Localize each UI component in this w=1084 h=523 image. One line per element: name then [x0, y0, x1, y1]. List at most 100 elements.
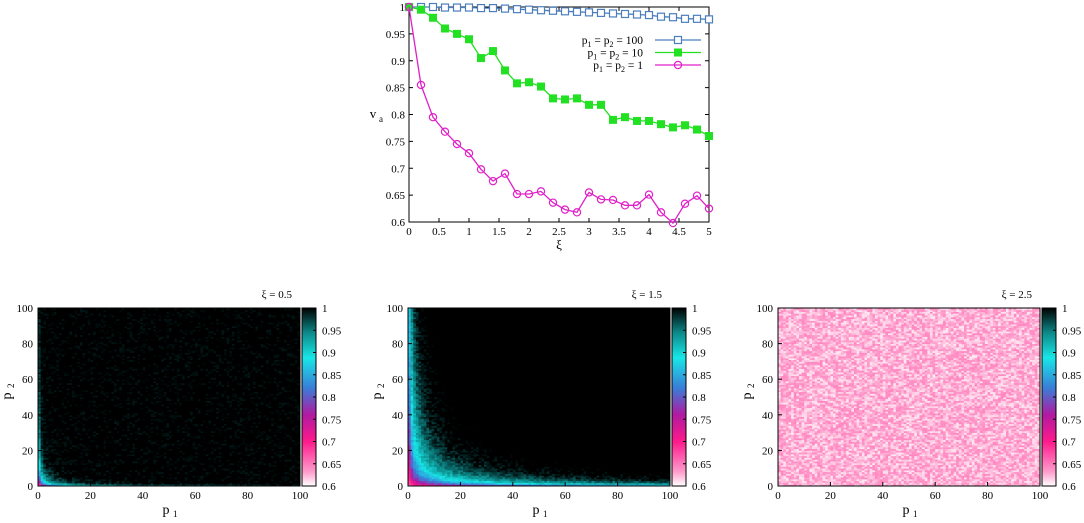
data-point [598, 101, 605, 108]
y-tick-label: 80 [762, 339, 774, 351]
colorbar-tick-label: 0.75 [322, 414, 342, 426]
data-point [682, 122, 689, 129]
data-point [490, 5, 497, 12]
data-point [514, 6, 521, 13]
legend-marker [675, 37, 682, 44]
colorbar-tick-label: 0.85 [692, 370, 712, 382]
colorbar: 0.60.650.70.750.80.850.90.951 [1042, 303, 1082, 493]
legend-label-part: = 10 [619, 48, 643, 60]
y-axis-label: p [370, 393, 385, 400]
y-tick-label: 0.7 [391, 163, 405, 175]
y-tick-label: 0.8 [391, 110, 405, 122]
data-point [670, 124, 677, 131]
y-axis-label: p [0, 393, 15, 400]
colorbar-tick-label: 0.65 [1062, 459, 1082, 471]
y-tick-label: 60 [392, 374, 404, 386]
y-tick-label: 40 [22, 410, 34, 422]
legend-label-part: = 1 [625, 60, 643, 72]
colorbar-tick-label: 0.9 [322, 348, 336, 360]
colorbar-tick-label: 0.6 [322, 481, 336, 493]
data-point [430, 14, 437, 21]
y-tick-label: 0 [768, 481, 774, 493]
plot-frame [409, 7, 709, 222]
y-tick-label: 20 [22, 445, 34, 457]
data-point [694, 126, 701, 133]
legend-marker [675, 49, 682, 56]
y-tick-label: 1 [400, 2, 406, 14]
x-tick-label: 0 [406, 226, 412, 238]
x-tick-label: 100 [292, 490, 309, 502]
data-point [586, 9, 593, 16]
data-point [586, 101, 593, 108]
data-point [622, 10, 629, 17]
data-point [574, 8, 581, 15]
colorbar: 0.60.650.70.750.80.850.90.951 [672, 303, 712, 493]
y-tick-label: 40 [762, 410, 774, 422]
heatmap-title: ξ = 1.5 [632, 289, 663, 301]
x-tick-label: 2 [526, 226, 532, 238]
y-tick-label: 100 [387, 303, 404, 315]
x-axis-label: p [903, 503, 910, 518]
colorbar-tick-label: 1 [1062, 303, 1068, 315]
colorbar-tick-label: 0.7 [322, 437, 336, 449]
x-tick-label: 0 [405, 490, 411, 502]
y-tick-label: 60 [762, 374, 774, 386]
data-point [442, 25, 449, 32]
y-axis-label-subscript: 2 [376, 384, 386, 389]
x-tick-label: 0 [35, 490, 41, 502]
data-point [478, 5, 485, 12]
y-tick-label: 100 [17, 303, 34, 315]
data-point [526, 6, 533, 13]
data-point [682, 15, 689, 22]
colorbar-tick-label: 0.8 [1062, 392, 1076, 404]
x-tick-label: 80 [982, 490, 994, 502]
y-axis-label: p [740, 393, 755, 400]
data-point [610, 10, 617, 17]
data-point [658, 121, 665, 128]
colorbar-tick-label: 0.8 [322, 392, 336, 404]
colorbar-tick-label: 0.75 [1062, 414, 1082, 426]
x-tick-label: 5 [706, 226, 712, 238]
y-tick-label: 80 [22, 339, 34, 351]
x-tick-label: 20 [85, 490, 97, 502]
legend-label-part: = p [603, 60, 621, 72]
y-tick-label: 60 [22, 374, 34, 386]
data-point [478, 55, 485, 62]
y-tick-label: 0 [28, 481, 34, 493]
data-point [430, 4, 437, 11]
colorbar-tick-label: 0.75 [692, 414, 712, 426]
colorbar-tick-label: 0.95 [322, 325, 342, 337]
x-tick-label: 80 [612, 490, 624, 502]
x-axis-label-subscript: 1 [913, 509, 918, 518]
x-axis-label-subscript: 1 [543, 509, 548, 518]
colorbar-tick-label: 0.7 [692, 437, 706, 449]
x-tick-label: 4.5 [672, 226, 686, 238]
series-0 [406, 4, 713, 23]
colorbar-tick-label: 0.6 [1062, 481, 1076, 493]
x-axis-label: p [533, 503, 540, 518]
data-point [634, 117, 641, 124]
y-tick-label: 0.95 [386, 29, 406, 41]
y-tick-label: 0.65 [386, 190, 406, 202]
x-tick-label: 80 [242, 490, 254, 502]
x-axis-label-subscript: 1 [173, 509, 178, 518]
x-tick-label: 20 [825, 490, 837, 502]
data-point [706, 16, 713, 23]
colorbar-tick-label: 1 [322, 303, 328, 315]
series-2 [405, 3, 712, 226]
data-point [502, 5, 509, 12]
data-point [466, 36, 473, 43]
data-point [550, 7, 557, 14]
colorbar-tick-label: 0.65 [322, 459, 342, 471]
data-point [670, 14, 677, 21]
y-axis-label: v [370, 106, 377, 121]
data-point [634, 11, 641, 18]
colorbar-tick-label: 0.9 [1062, 348, 1076, 360]
data-point [658, 13, 665, 20]
x-axis-label: ξ [556, 237, 562, 252]
